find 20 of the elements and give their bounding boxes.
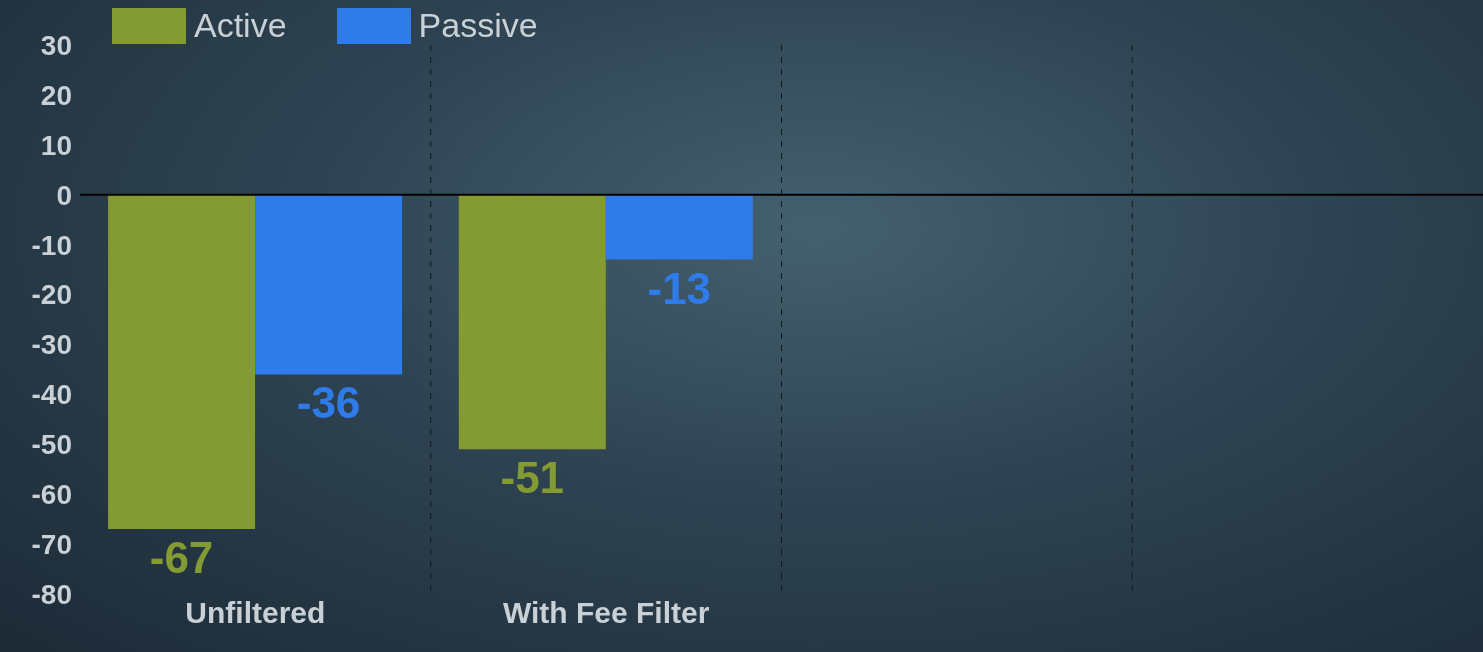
data-label: -67 <box>149 533 214 583</box>
y-tick-label: -20 <box>31 279 72 311</box>
x-tick-label: Unfiltered <box>185 596 326 630</box>
legend-label: Active <box>194 6 287 45</box>
y-tick-label: -10 <box>31 229 72 261</box>
legend-label: Passive <box>418 6 538 45</box>
y-tick-label: -30 <box>31 329 72 361</box>
y-tick-label: -60 <box>31 479 72 511</box>
data-label: -13 <box>647 263 712 313</box>
y-tick-label: -50 <box>31 429 72 461</box>
y-tick-label: -70 <box>31 529 72 561</box>
data-label: -36 <box>296 378 361 428</box>
y-tick-label: -80 <box>31 578 72 610</box>
data-label: -51 <box>500 453 565 503</box>
y-tick-label: 0 <box>56 179 72 211</box>
y-tick-label: 20 <box>40 79 72 111</box>
y-tick-label: -40 <box>31 379 72 411</box>
y-tick-label: 10 <box>40 129 72 161</box>
x-tick-label: With Fee Filter <box>502 596 710 630</box>
y-tick-label: 30 <box>40 29 72 61</box>
